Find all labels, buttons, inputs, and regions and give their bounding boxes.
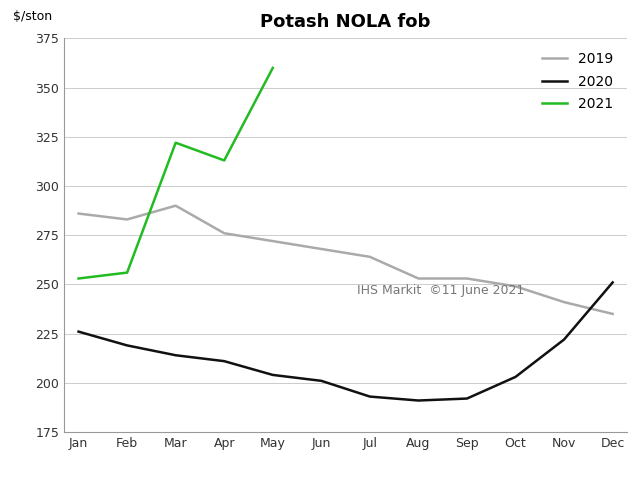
2019	[269, 238, 276, 244]
2019	[560, 299, 568, 305]
2020	[172, 352, 179, 358]
2020	[366, 394, 374, 399]
2020	[609, 279, 616, 285]
Line: 2019: 2019	[79, 205, 612, 314]
2019	[463, 276, 471, 281]
2020	[415, 397, 422, 403]
2021	[220, 157, 228, 163]
2020	[317, 378, 325, 384]
2019	[366, 254, 374, 260]
2021	[75, 276, 83, 281]
2020	[75, 329, 83, 335]
Line: 2020: 2020	[79, 282, 612, 400]
2020	[512, 374, 520, 380]
2021	[269, 65, 276, 71]
2021	[172, 140, 179, 145]
2020	[269, 372, 276, 378]
2019	[75, 211, 83, 216]
2020	[220, 358, 228, 364]
2019	[317, 246, 325, 252]
2019	[124, 216, 131, 222]
2019	[220, 230, 228, 236]
2020	[463, 396, 471, 401]
2020	[124, 343, 131, 348]
2019	[512, 284, 520, 289]
Text: IHS Markit  ©11 June 2021: IHS Markit ©11 June 2021	[357, 284, 524, 297]
Legend: 2019, 2020, 2021: 2019, 2020, 2021	[535, 45, 620, 118]
2019	[609, 311, 616, 317]
2020	[560, 336, 568, 342]
Title: Potash NOLA fob: Potash NOLA fob	[260, 13, 431, 31]
2021	[124, 270, 131, 276]
Line: 2021: 2021	[79, 68, 273, 278]
2019	[172, 203, 179, 208]
2019	[415, 276, 422, 281]
Text: $/ston: $/ston	[13, 10, 52, 23]
